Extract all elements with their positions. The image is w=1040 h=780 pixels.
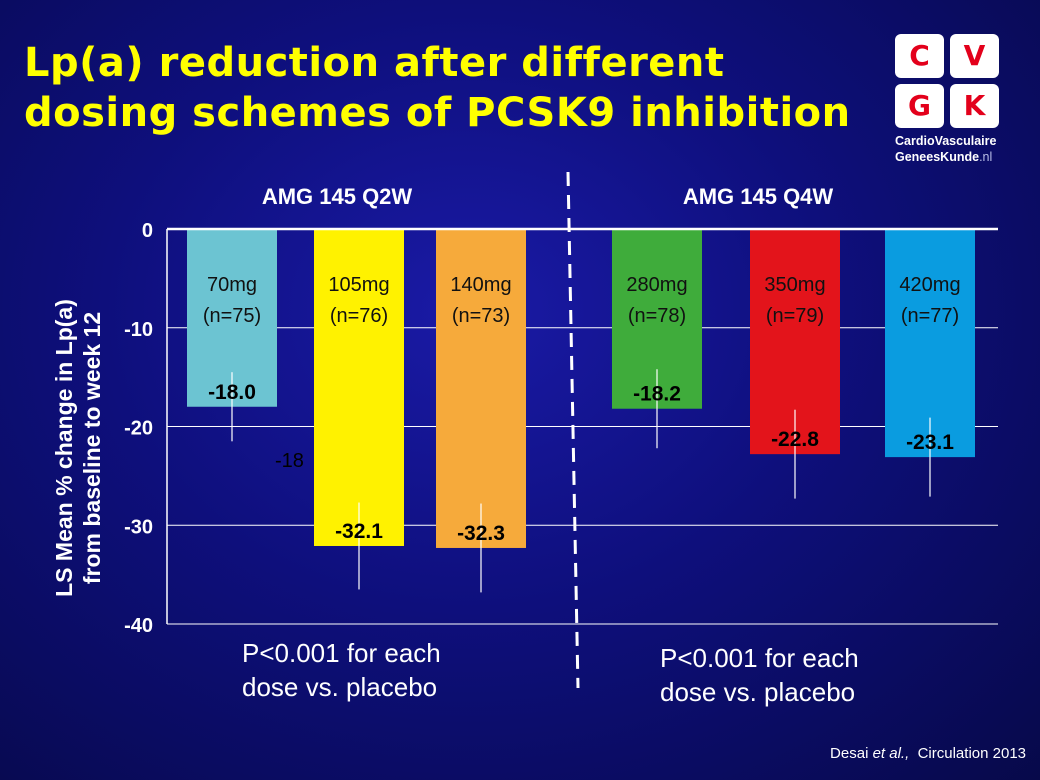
bar-value-label: -32.3 xyxy=(457,522,505,545)
y-tick-label: -20 xyxy=(124,418,153,440)
bar-n-label: (n=77) xyxy=(901,305,959,327)
p-value-note-left: P<0.001 for each dose vs. placebo xyxy=(242,636,441,704)
bar-n-label: (n=73) xyxy=(452,305,510,327)
chart-bar-labels: 70mg (n=75) -18.0 105mg (n=76) -32.1 140mg (n=7… xyxy=(203,274,961,545)
bar-value-label: -22.8 xyxy=(771,428,819,451)
citation-author: Desai xyxy=(830,745,873,762)
bar-dose-label: 420mg xyxy=(899,274,960,296)
p-value-right-line2: dose vs. placebo xyxy=(660,677,856,707)
y-tick-label: 0 xyxy=(142,220,153,242)
logo-letter-g: G xyxy=(895,84,944,128)
bar xyxy=(436,230,526,548)
y-tick-label: -40 xyxy=(124,615,153,637)
bar-value-label: -23.1 xyxy=(906,431,954,454)
y-tick-label: -30 xyxy=(124,516,153,538)
bar-dose-label: 350mg xyxy=(764,274,825,296)
p-value-note-right: P<0.001 for each dose vs. placebo xyxy=(660,641,859,709)
slide-title: Lp(a) reduction after different dosing s… xyxy=(24,38,884,138)
logo-letter-v: V xyxy=(950,34,999,78)
logo-letter-grid: C V G K xyxy=(895,34,999,128)
logo-letter-k: K xyxy=(950,84,999,128)
p-value-left-line1: P<0.001 for each xyxy=(242,638,441,668)
bar-dose-label: 105mg xyxy=(328,274,389,296)
citation-journal: Circulation 2013 xyxy=(909,745,1026,762)
bar-dose-label: 280mg xyxy=(626,274,687,296)
stray-annotation: -18 xyxy=(275,450,304,472)
bar-n-label: (n=79) xyxy=(766,305,824,327)
group-label-q4w: AMG 145 Q4W xyxy=(683,184,834,209)
citation: Desai et al., Circulation 2013 xyxy=(830,745,1026,762)
bar-value-label: -32.1 xyxy=(335,520,383,543)
slide-title-line1: Lp(a) reduction after different xyxy=(24,40,725,86)
y-tick-label: -10 xyxy=(124,319,153,341)
chart-gridlines xyxy=(167,327,998,625)
bar-value-label: -18.2 xyxy=(633,383,681,406)
group-label-q2w: AMG 145 Q2W xyxy=(262,184,413,209)
y-axis-label-line2: from baseline to week 12 xyxy=(79,312,105,584)
bar-value-label: -18.0 xyxy=(208,381,256,404)
logo-text-line1: CardioVasculaire xyxy=(895,134,997,148)
group-divider xyxy=(566,171,580,689)
bar-n-label: (n=75) xyxy=(203,305,261,327)
bar-n-label: (n=76) xyxy=(330,305,388,327)
citation-etal: et al., xyxy=(872,745,910,762)
bar-dose-label: 70mg xyxy=(207,274,257,296)
p-value-right-line1: P<0.001 for each xyxy=(660,643,859,673)
bar-dose-label: 140mg xyxy=(450,274,511,296)
bar xyxy=(314,230,404,546)
chart-bars xyxy=(187,230,975,593)
chart-y-ticks: 0 -10 -20 -30 -40 xyxy=(124,220,153,637)
p-value-left-line2: dose vs. placebo xyxy=(242,672,438,702)
chart-axes xyxy=(166,171,998,689)
slide-title-line2: dosing schemes of PCSK9 inhibition xyxy=(24,90,851,136)
bar-n-label: (n=78) xyxy=(628,305,686,327)
logo-text-main: GeneesKunde xyxy=(895,150,980,164)
cvgk-logo: C V G K CardioVasculaire GeneesKunde.nl xyxy=(895,34,1000,169)
logo-text-line2: GeneesKunde.nl xyxy=(895,150,1005,164)
logo-letter-c: C xyxy=(895,34,944,78)
logo-text-suffix: .nl xyxy=(979,150,993,164)
y-axis-label-line1: LS Mean % change in Lp(a) xyxy=(51,299,77,597)
